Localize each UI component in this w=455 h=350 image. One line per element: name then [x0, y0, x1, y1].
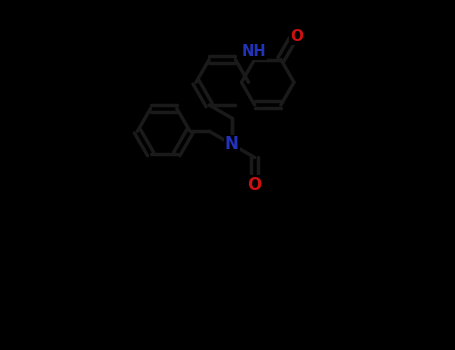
Text: N: N [225, 135, 239, 153]
Text: O: O [248, 176, 262, 194]
Text: NH: NH [242, 44, 266, 59]
Text: O: O [290, 29, 303, 44]
